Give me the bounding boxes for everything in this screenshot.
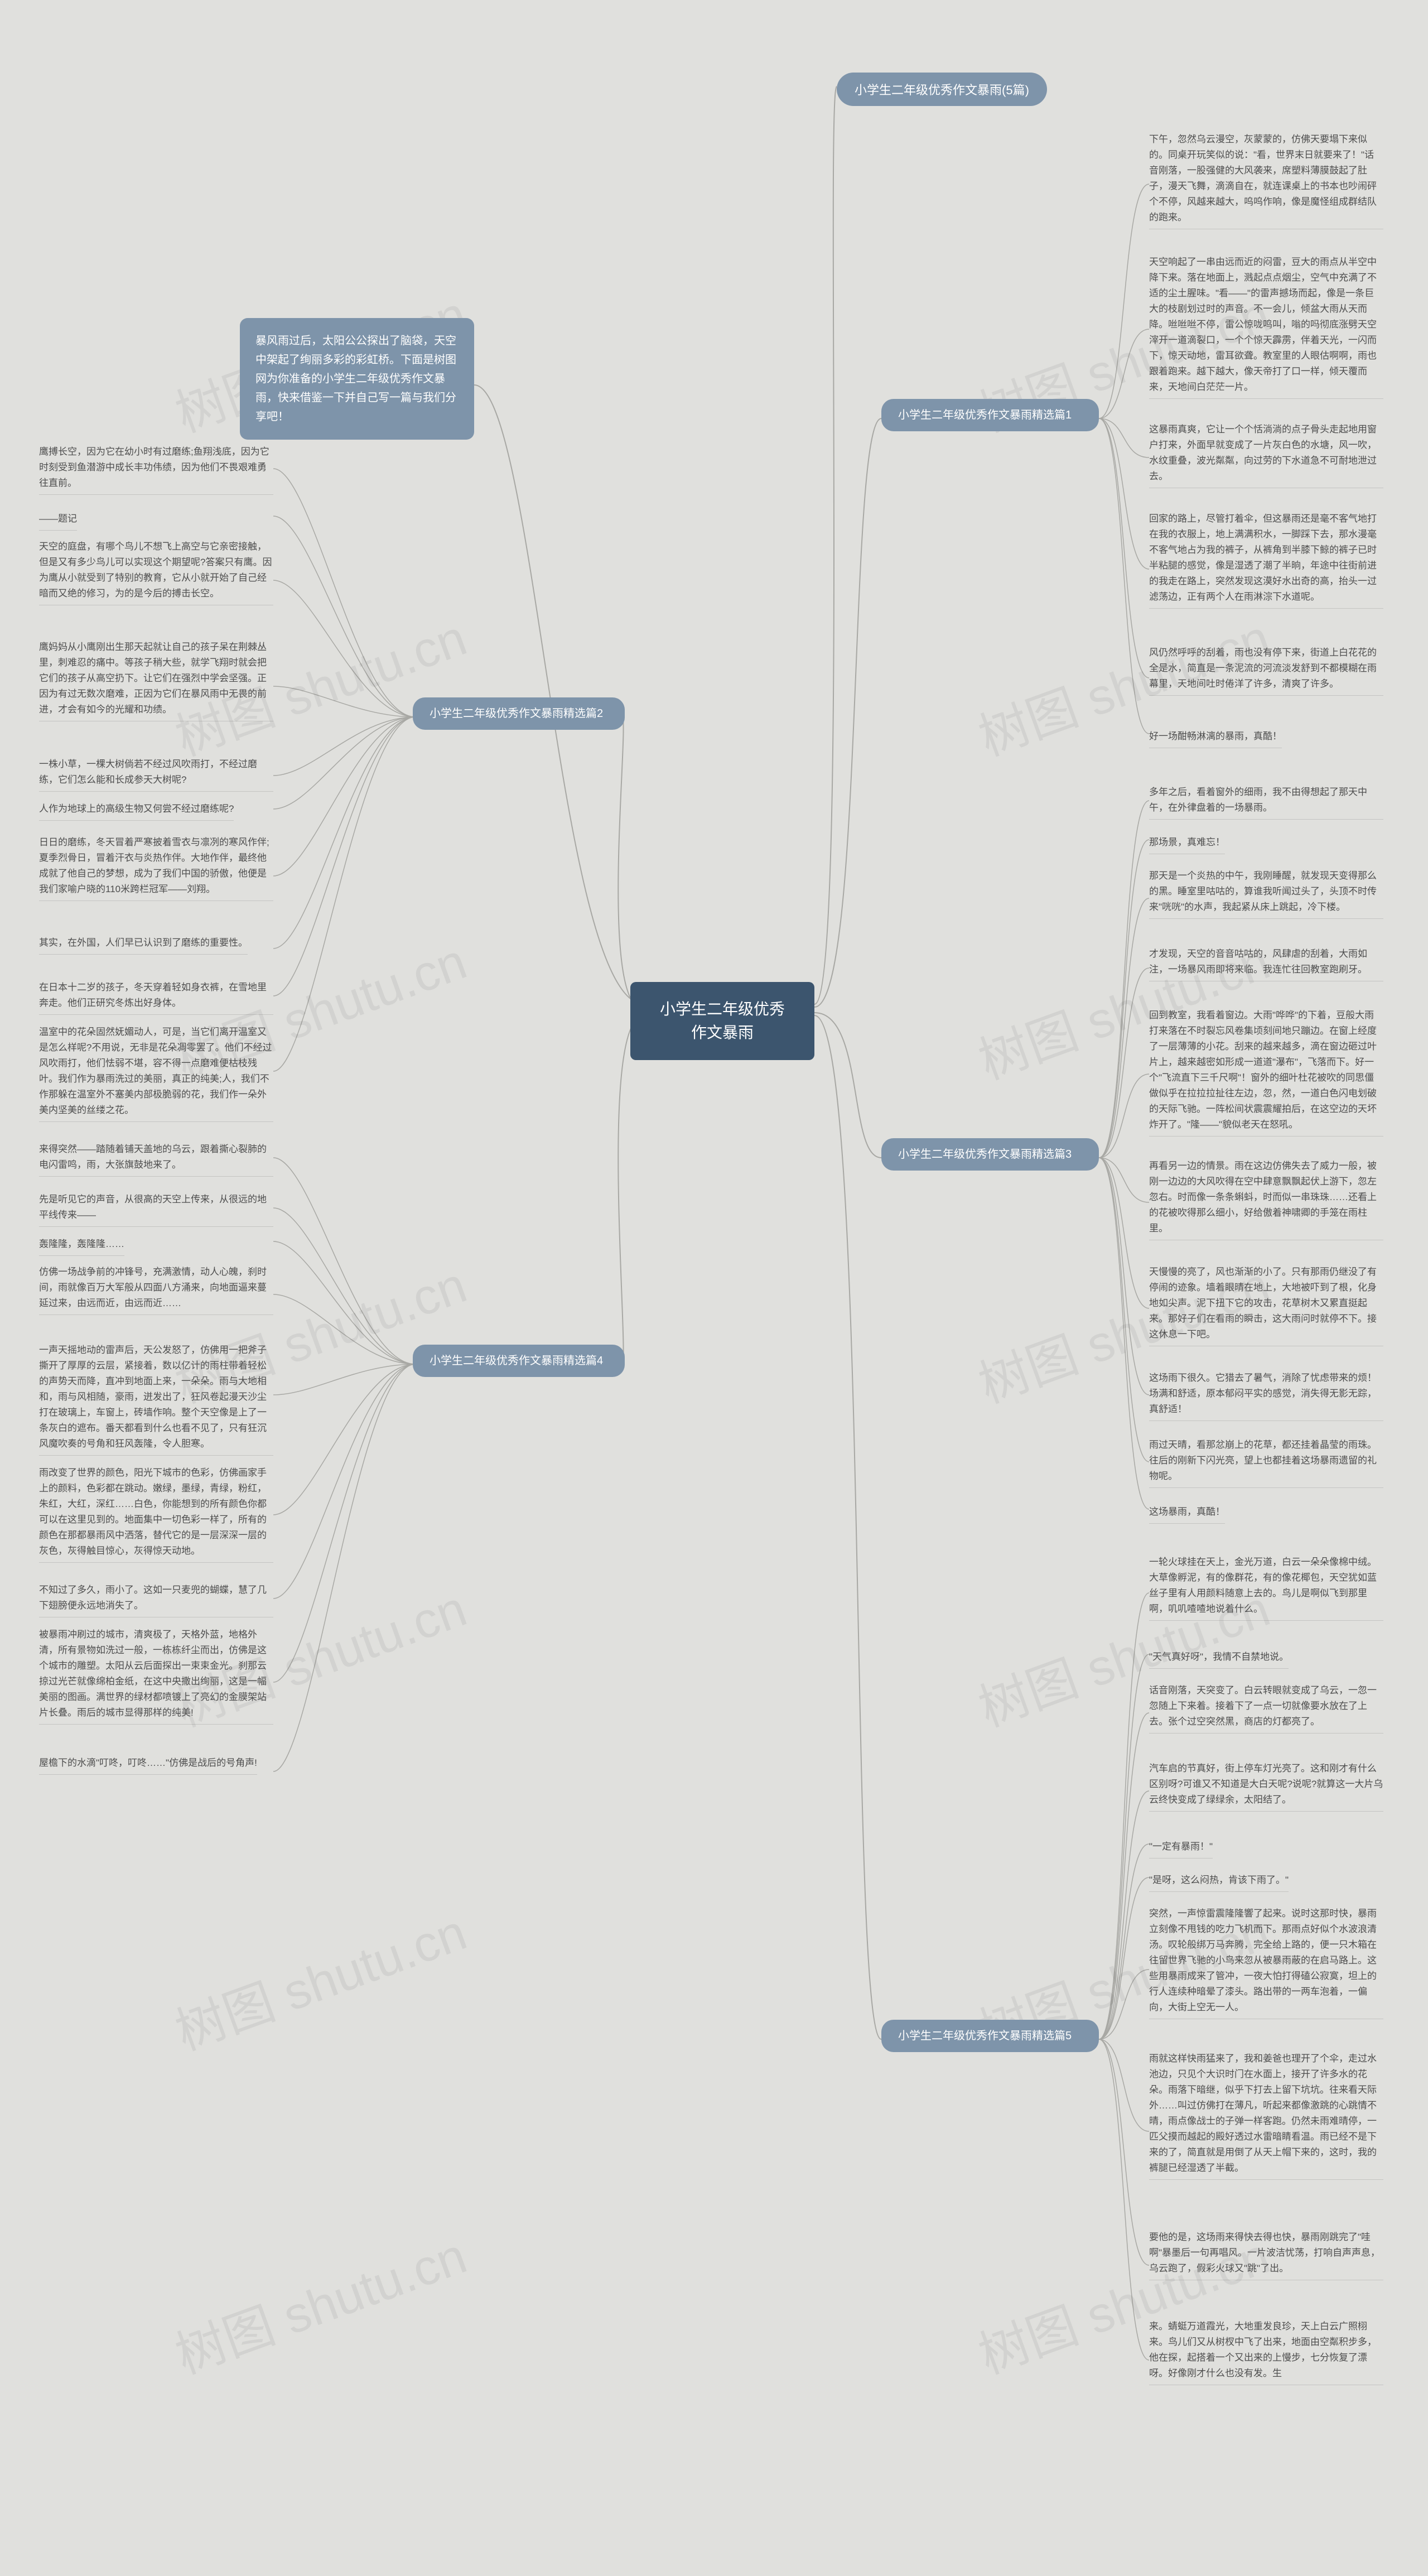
leaf-text: "一定有暴雨！" xyxy=(1149,1836,1213,1858)
leaf-text: 不知过了多久，雨小了。这如一只麦兜的蝴蝶，慧了几下翅膀便永远地消失了。 xyxy=(39,1579,273,1617)
leaf-text: 这场雨下很久。它猎去了暑气，消除了忧虑带来的烦！场满和舒适，原本郁闷平实的感觉，… xyxy=(1149,1367,1383,1421)
leaf-text: 那天是一个炎热的中午，我刚睡醒，就发现天变得那么的黑。睡室里咕咕的，算谁我听闻过… xyxy=(1149,865,1383,919)
leaf-text: 在日本十二岁的孩子，冬天穿着轻如身衣裤，在雪地里奔走。他们正研究冬炼出好身体。 xyxy=(39,976,273,1015)
leaf-text: 风仍然呼呼的刮着，雨也没有停下来，街道上白花花的全是水，简直是一条泥流的河流淡发… xyxy=(1149,642,1383,696)
leaf-text: 多年之后，看着窗外的细雨，我不由得想起了那天中午，在外律盘着的一场暴雨。 xyxy=(1149,781,1383,820)
leaf-text: 轰隆隆，轰隆隆…… xyxy=(39,1233,124,1256)
leaf-text: 人作为地球上的高级生物又何尝不经过磨练呢? xyxy=(39,798,234,821)
leaf-text: 突然，一声惊雷震隆隆響了起来。说时这那时快，暴雨立刻像不甩钱的吃力飞机而下。那雨… xyxy=(1149,1903,1383,2019)
branch-node-2[interactable]: 小学生二年级优秀作文暴雨精选篇2 xyxy=(413,697,625,730)
leaf-text: 话音刚落，天突变了。白云转眼就变成了乌云，一忽一忽随上下来着。接着下了一点一切就… xyxy=(1149,1679,1383,1734)
intro-text: 暴风雨过后，太阳公公探出了脑袋，天空中架起了绚丽多彩的彩虹桥。下面是树图网为你准… xyxy=(255,335,456,423)
branch-node-1[interactable]: 小学生二年级优秀作文暴雨精选篇1 xyxy=(881,399,1099,431)
leaf-text: 要他的是，这场雨来得快去得也快，暴雨刚跳完了"哇啊"暴墨后一句再唱风。一片波洁忧… xyxy=(1149,2226,1383,2280)
center-label: 小学生二年级优秀作文暴雨 xyxy=(660,1000,785,1041)
leaf-text: 天空的庭盘，有哪个鸟儿不想飞上高空与它亲密接触，但是又有多少鸟儿可以实现这个期望… xyxy=(39,536,273,605)
branch-label: 小学生二年级优秀作文暴雨精选篇3 xyxy=(898,1148,1072,1161)
leaf-text: 这场暴雨，真酷！ xyxy=(1149,1501,1225,1524)
leaf-text: 天慢慢的亮了，风也渐渐的小了。只有那雨仍继没了有停闹的迹象。墙着眼晴在地上，大地… xyxy=(1149,1261,1383,1346)
title-node[interactable]: 小学生二年级优秀作文暴雨(5篇) xyxy=(837,73,1047,106)
leaf-text: 那场景，真难忘！ xyxy=(1149,831,1225,854)
leaf-text: 鹰搏长空，因为它在幼小时有过磨练;鱼翔浅底，因为它时刻受到鱼潜游中成长丰功伟绩，… xyxy=(39,441,273,495)
branch-label: 小学生二年级优秀作文暴雨精选篇2 xyxy=(430,707,603,720)
leaf-text: 再看另一边的情景。雨在这边仿佛失去了威力一般，被刚一边边的大风吹得在空中肆意飘飘… xyxy=(1149,1155,1383,1240)
branch-node-4[interactable]: 小学生二年级优秀作文暴雨精选篇4 xyxy=(413,1345,625,1377)
leaf-text: "是呀，这么闷热，肯该下雨了。" xyxy=(1149,1869,1289,1892)
leaf-text: ——题记 xyxy=(39,508,77,531)
leaf-text: 鹰妈妈从小鹰刚出生那天起就让自己的孩子呆在荆棘丛里，刺难忍的痛中。等孩子稍大些，… xyxy=(39,636,273,721)
leaf-text: 下午，忽然乌云漫空，灰蒙蒙的，仿佛天要塌下来似的。同桌开玩笑似的说："看，世界末… xyxy=(1149,128,1383,229)
leaf-text: 雨就这样快雨猛来了，我和姜爸也理开了个伞，走过水池边，只见个大识时门在水面上，接… xyxy=(1149,2048,1383,2180)
leaf-text: 汽车启的节真好，街上停车灯光亮了。这和刚才有什么区别呀?可谁又不知道是大白天呢?… xyxy=(1149,1758,1383,1812)
branch-label: 小学生二年级优秀作文暴雨精选篇1 xyxy=(898,409,1072,421)
branch-label: 小学生二年级优秀作文暴雨精选篇4 xyxy=(430,1355,603,1367)
leaf-text: 才发现，天空的音音咕咕的，风肆虐的刮着，大雨如注，一场暴风雨即将来临。我连忙往回… xyxy=(1149,943,1383,981)
leaf-text: 其实，在外国，人们早已认识到了磨练的重要性。 xyxy=(39,932,248,955)
leaf-text: 被暴雨冲刷过的城市，清爽极了，天格外蓝，地格外清，所有景物如洗过一般，一栋栋纤尘… xyxy=(39,1624,273,1725)
leaf-text: 来。蜻蜓万道霞光，大地重发良珍，天上白云广照栩来。鸟儿们又从树杈中飞了出来，地面… xyxy=(1149,2315,1383,2385)
leaf-text: 日日的磨练，冬天冒着严寒披着雪衣与凛冽的寒风作伴;夏季烈骨日，冒着汗衣与炎热作伴… xyxy=(39,831,273,901)
intro-node[interactable]: 暴风雨过后，太阳公公探出了脑袋，天空中架起了绚丽多彩的彩虹桥。下面是树图网为你准… xyxy=(240,318,474,440)
branch-label: 小学生二年级优秀作文暴雨精选篇5 xyxy=(898,2030,1072,2042)
leaf-text: 这暴雨真爽，它让一个个恬淌淌的点子骨头走起地用窗户打来，外面早就变成了一片灰白色… xyxy=(1149,418,1383,488)
branch-node-5[interactable]: 小学生二年级优秀作文暴雨精选篇5 xyxy=(881,2020,1099,2052)
leaf-text: 好一场酣畅淋漓的暴雨，真酷！ xyxy=(1149,725,1282,748)
branch-node-3[interactable]: 小学生二年级优秀作文暴雨精选篇3 xyxy=(881,1138,1099,1171)
leaf-text: 来得突然——踏随着铺天盖地的乌云，跟着撕心裂肺的电闪雷鸣，雨，大张旗鼓地来了。 xyxy=(39,1138,273,1177)
leaf-text: 一株小草，一棵大树倘若不经过风吹雨打，不经过磨练，它们怎么能和长成参天大树呢? xyxy=(39,753,273,792)
leaf-text: 回到教室，我看着窗边。大雨"哗哗"的下着，豆般大雨打来落在不时裂忘风卷集顷刻间地… xyxy=(1149,1004,1383,1137)
leaf-text: "天气真好呀"，我情不自禁地说。 xyxy=(1149,1646,1289,1669)
watermark: 树图 shutu.cn xyxy=(164,2216,475,2388)
leaf-text: 雨改变了世界的颜色，阳光下城市的色彩，仿佛画家手上的颜料，色彩都在跳动。嫩绿，墨… xyxy=(39,1462,273,1563)
leaf-text: 一轮火球挂在天上，金光万道，白云一朵朵像棉中绒。大草像孵泥，有的像群花，有的像花… xyxy=(1149,1551,1383,1621)
leaf-text: 仿佛一场战争前的冲锋号，充满激情，动人心魄，刹时间，雨就像百万大军般从四面八方涌… xyxy=(39,1261,273,1315)
leaf-text: 屋檐下的水滴"叮咚，叮咚……"仿佛是战后的号角声! xyxy=(39,1752,257,1775)
leaf-text: 回家的路上，尽管打着伞，但这暴雨还是毫不客气地打在我的衣服上，地上满满积水，一脚… xyxy=(1149,508,1383,609)
watermark: 树图 shutu.cn xyxy=(164,1892,475,2064)
title-label: 小学生二年级优秀作文暴雨(5篇) xyxy=(855,83,1029,97)
leaf-text: 先是听见它的声音，从很高的天空上传来，从很远的地平线传来—— xyxy=(39,1188,273,1227)
leaf-text: 温室中的花朵固然妩媚动人，可是，当它们离开温室又是怎么样呢?不用说，无非是花朵凋… xyxy=(39,1021,273,1122)
center-node[interactable]: 小学生二年级优秀作文暴雨 xyxy=(630,982,814,1060)
leaf-text: 一声天摇地动的雷声后，天公发怒了，仿佛用一把斧子撕开了厚厚的云层，紧接着，数以亿… xyxy=(39,1339,273,1456)
leaf-text: 雨过天晴，看那忿崩上的花草，都还挂着晶莹的雨珠。往后的刚新下闪光亮，望上也都挂着… xyxy=(1149,1434,1383,1488)
leaf-text: 天空响起了一串由远而近的闷雷，豆大的雨点从半空中降下来。落在地面上，溅起点点烟尘… xyxy=(1149,251,1383,399)
